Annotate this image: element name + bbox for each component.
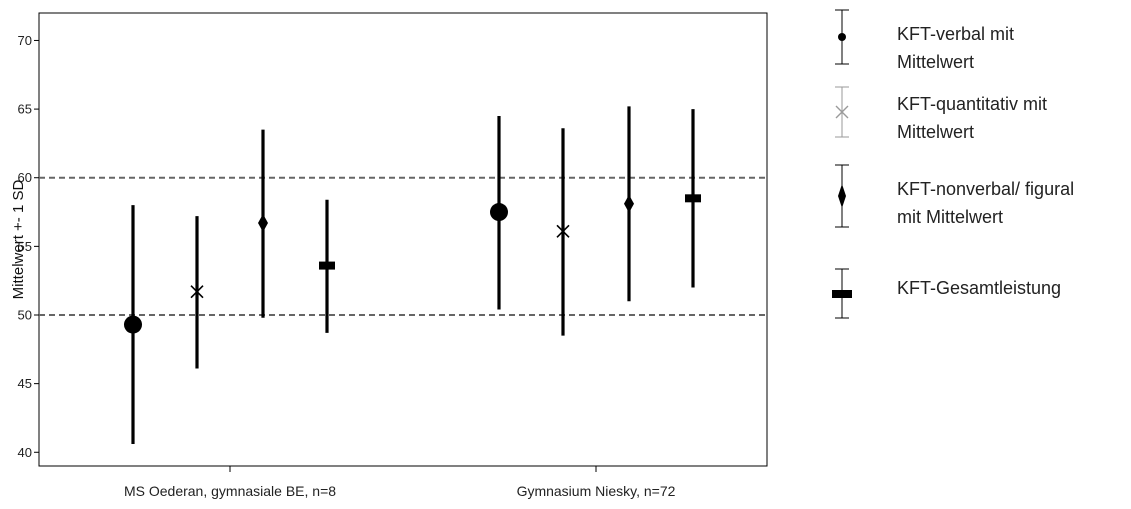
y-tick-label: 65 [18,102,32,117]
mean-marker [190,285,204,299]
legend-marker [835,105,849,119]
legend-label: KFT-verbal mit [897,24,1014,44]
legend-marker [838,184,846,208]
legend-item: KFT-nonverbal/ figural mit Mittelwert [835,164,1074,228]
mean-marker [490,203,508,222]
y-tick-label: 45 [18,376,32,391]
y-axis-title: Mittelwert +- 1 SD [10,180,27,300]
y-tick-label: 55 [18,239,32,254]
mean-marker [556,224,570,238]
legend-marker [832,290,852,298]
y-tick-label: 60 [18,170,32,185]
legend-label: KFT-quantitativ mit [897,94,1047,114]
legend-label: KFT-Gesamtleistung [897,278,1061,298]
mean-marker [319,261,335,270]
legend: KFT-verbal mitMittelwertKFT-quantitativ … [832,9,1074,319]
mean-marker [258,214,268,233]
mean-marker [124,315,142,334]
plot-area: 40 45 50 55 60 65 70 Mittelwert +- 1 SD MS Oeder… [10,12,768,499]
y-tick-label: 40 [18,445,32,460]
legend-item: KFT-Gesamtleistung [832,268,1061,319]
mean-marker [685,194,701,203]
legend-label: Mittelwert [897,122,974,142]
legend-marker [838,33,846,41]
x-category-label: Gymnasium Niesky, n=72 [517,483,676,499]
plot-frame [38,12,768,467]
y-tick-label: 70 [18,33,32,48]
legend-item: KFT-quantitativ mit Mittelwert [835,86,1047,142]
legend-label: Mittelwert [897,52,974,72]
mean-marker [624,194,634,213]
x-category-label: MS Oederan, gymnasiale BE, n=8 [124,483,336,499]
legend-label: mit Mittelwert [897,207,1003,227]
legend-label: KFT-nonverbal/ figural [897,179,1074,199]
y-tick-label: 50 [18,308,32,323]
legend-item: KFT-verbal mit Mittelwert [835,9,1014,72]
